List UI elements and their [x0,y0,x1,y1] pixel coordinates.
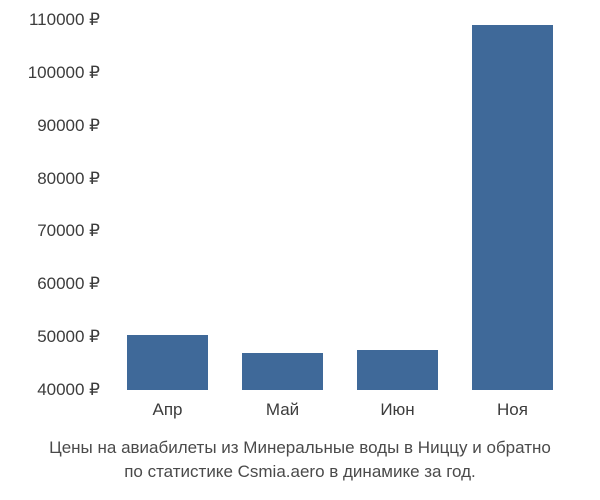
chart-caption-line2: по статистике Csmia.aero в динамике за г… [0,462,600,482]
y-tick-label: 40000 ₽ [37,380,100,400]
price-bar-chart: Цены на авиабилеты из Минеральные воды в… [0,0,600,500]
y-tick-label: 50000 ₽ [37,327,100,347]
y-tick-label: 90000 ₽ [37,116,100,136]
y-tick-label: 80000 ₽ [37,169,100,189]
x-tick-label: Апр [153,400,183,420]
y-tick-label: 100000 ₽ [28,63,100,83]
x-tick-label: Ноя [497,400,528,420]
y-tick-label: 60000 ₽ [37,274,100,294]
bar [242,353,323,390]
y-tick-label: 70000 ₽ [37,221,100,241]
bar [357,350,438,390]
bar [127,335,208,391]
bar [472,25,553,390]
plot-area [110,20,570,390]
x-tick-label: Июн [380,400,414,420]
chart-caption-line1: Цены на авиабилеты из Минеральные воды в… [0,438,600,458]
y-tick-label: 110000 ₽ [29,10,100,30]
x-tick-label: Май [266,400,299,420]
